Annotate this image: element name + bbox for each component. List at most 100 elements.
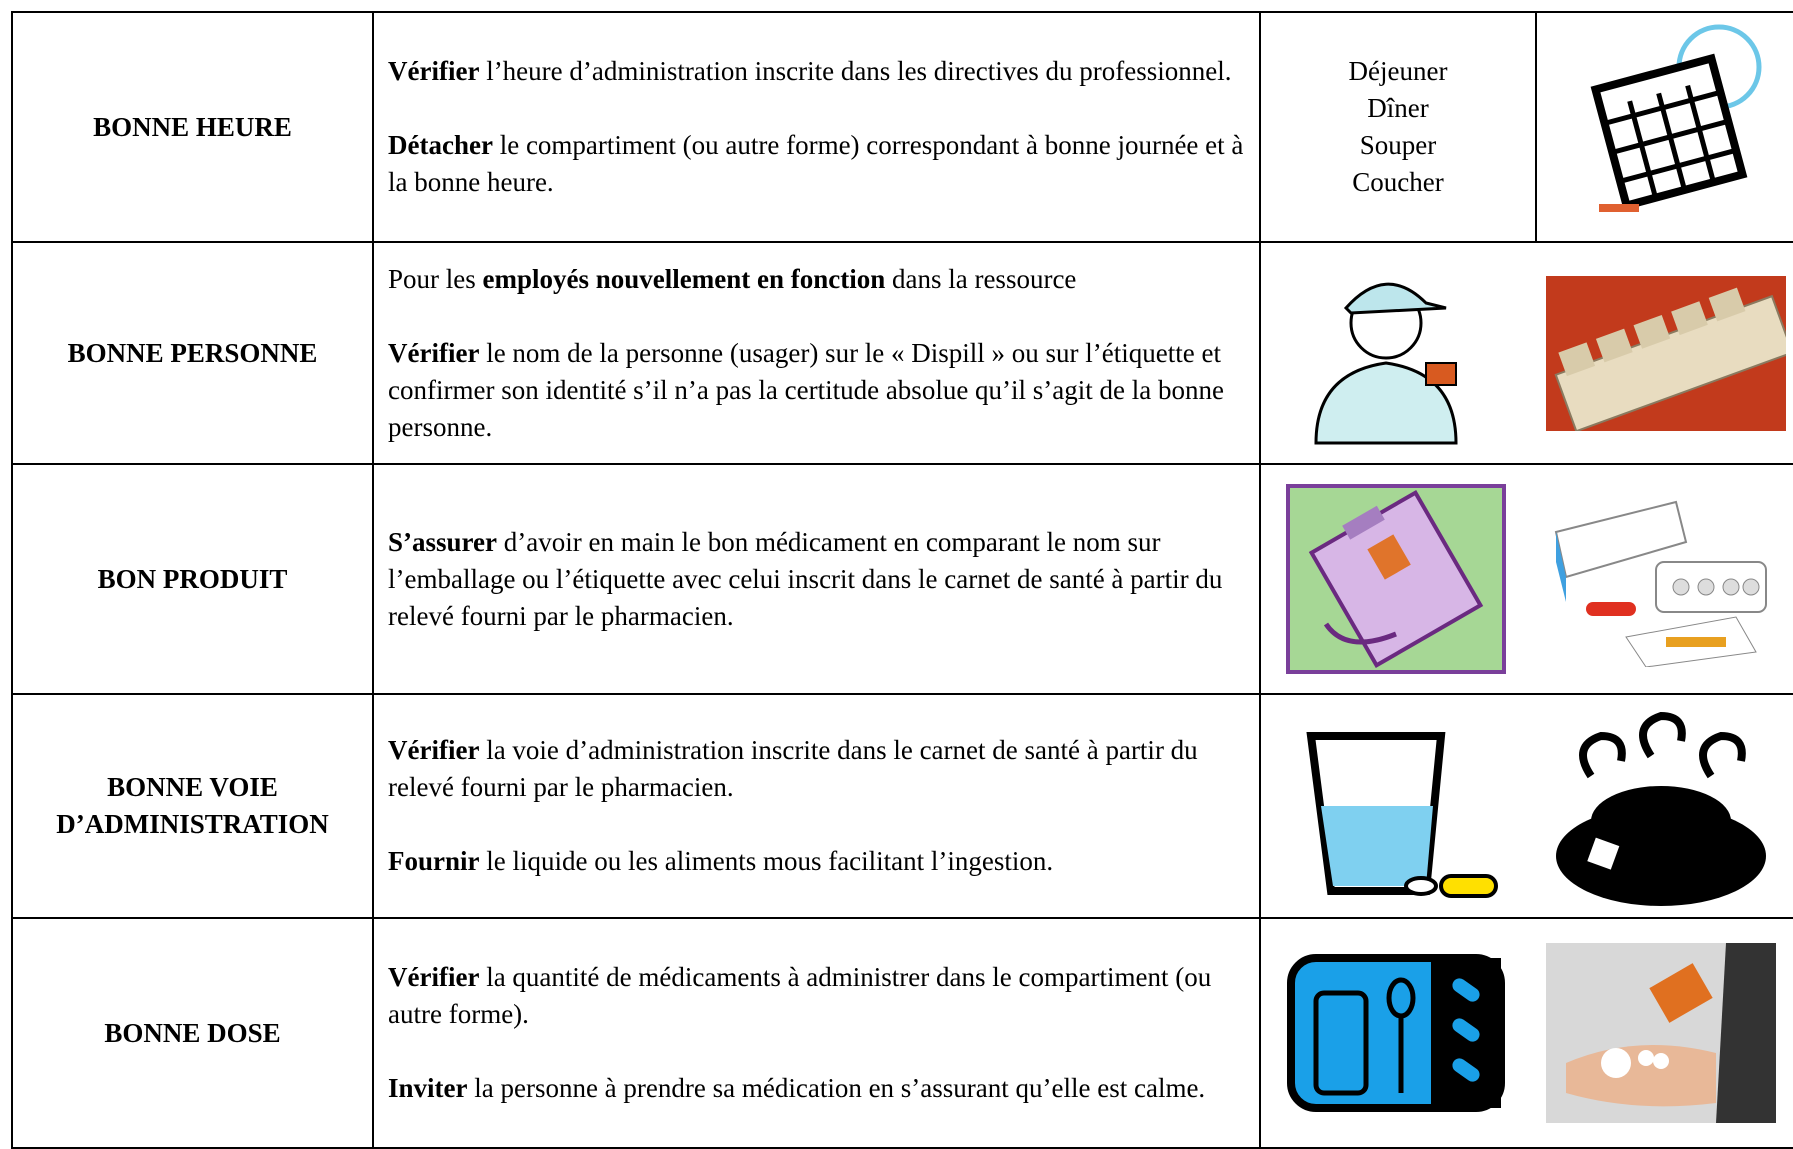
- illustration-shape: [1639, 711, 1686, 759]
- illustration-shape: [1649, 963, 1713, 1023]
- text: le liquide ou les aliments mous facilita…: [479, 846, 1054, 876]
- table-body: BONNE HEURE Vérifier l’heure d’administra…: [11, 11, 1793, 1149]
- time-label: Dîner: [1367, 93, 1429, 123]
- text: la personne à prendre sa médication en s…: [467, 1073, 1206, 1103]
- illustration-shape: [1595, 328, 1633, 362]
- time-label: Déjeuner: [1348, 56, 1448, 86]
- illustration-shape: [1579, 731, 1626, 779]
- illustration-shape: [1590, 24, 1762, 212]
- text: d’avoir en main le bon médicament en com…: [388, 526, 1223, 631]
- illustration-shape: [1452, 978, 1480, 1002]
- bold-text: employés nouvellement en fonction: [482, 263, 886, 294]
- illustration-shape: [1439, 874, 1498, 898]
- illustration-shape: [1554, 500, 1767, 668]
- text: la voie d’administration inscrite dans l…: [388, 735, 1198, 802]
- illustration-shape: [1587, 837, 1620, 870]
- illustration-shape: [1323, 622, 1397, 645]
- illustration-shape: [1708, 287, 1746, 321]
- paragraph: Détacher le compartiment (ou autre forme…: [388, 127, 1245, 201]
- illustration-shape: [1586, 601, 1636, 616]
- bold-text: S’assurer: [388, 526, 498, 557]
- paragraph: Vérifier la quantité de médicaments à ad…: [388, 959, 1245, 1033]
- illustration-shape: [1579, 711, 1746, 779]
- illustration-shape: [1672, 578, 1760, 595]
- bold-text: Vérifier: [388, 56, 480, 86]
- time-label: Coucher: [1352, 167, 1444, 197]
- illustration: [1535, 11, 1793, 243]
- row-instructions: Pour les employés nouvellement en foncti…: [372, 241, 1261, 465]
- row-label: BONNE HEURE: [11, 11, 374, 243]
- text: le compartiment (ou autre forme) corresp…: [388, 130, 1244, 197]
- illustration-shape: [1666, 636, 1726, 647]
- illustration-shape: [1321, 806, 1433, 886]
- bold-text: Vérifier: [388, 337, 480, 368]
- table-row: BON PRODUIT S’assurer d’avoir en main le …: [11, 463, 1793, 695]
- table-row: BONNE PERSONNE Pour les employés nouvelle…: [11, 241, 1793, 465]
- illustration-shape: [1286, 484, 1506, 674]
- illustration-shape: [1343, 282, 1447, 315]
- table-row: BONNE VOIE D’ADMINISTRATION Vérifier la v…: [11, 693, 1793, 919]
- illustration-shape: [1697, 578, 1715, 595]
- illustration-shape: [1367, 534, 1411, 580]
- row-label: BONNE DOSE: [11, 917, 374, 1149]
- illustration-shape: [1722, 578, 1740, 595]
- illustration-shape: [1601, 1048, 1631, 1078]
- illustration-shape: [1591, 786, 1731, 856]
- illustration-shape: [1306, 732, 1498, 898]
- illustration-shape: [1556, 711, 1766, 906]
- table-row: BONNE DOSE Vérifier la quantité de médica…: [11, 917, 1793, 1149]
- illustration-shape: [1554, 287, 1793, 432]
- illustration-shape: [1313, 990, 1369, 1096]
- row-label: BON PRODUIT: [11, 463, 374, 695]
- illustration-shape: [1287, 954, 1505, 1112]
- illustration-shape: [1425, 362, 1457, 386]
- illustration-shape: [1452, 1058, 1480, 1082]
- illustration-shape: [1599, 204, 1639, 212]
- illustration-shape: [1558, 287, 1746, 376]
- illustration-shape: [1627, 100, 1658, 199]
- row-instructions: Vérifier la quantité de médicaments à ad…: [372, 917, 1261, 1149]
- illustration-shape: [1314, 361, 1458, 445]
- paragraph: Vérifier l’heure d’administration inscri…: [388, 53, 1245, 90]
- bold-text: Détacher: [388, 130, 493, 160]
- illustration-shape: [1452, 1018, 1480, 1042]
- procedure-table: BONNE HEURE Vérifier l’heure d’administra…: [11, 11, 1793, 1149]
- text: l’heure d’administration inscrite dans l…: [479, 56, 1232, 86]
- text: la quantité de médicaments à administrer…: [388, 962, 1212, 1029]
- time-label: Souper: [1359, 130, 1437, 160]
- illustration-shape: [1603, 84, 1737, 199]
- illustration-shape: [1638, 1050, 1654, 1066]
- bold-text: Vérifier: [388, 962, 480, 992]
- illustration-shape: [1699, 731, 1746, 779]
- bold-text: Inviter: [388, 1073, 468, 1103]
- text: dans la ressource: [885, 263, 1077, 294]
- illustration-shape: [1452, 978, 1480, 1082]
- illustration-shape: [1590, 53, 1748, 211]
- illustration-shape: [1742, 578, 1760, 595]
- paragraph: S’assurer d’avoir en main le bon médicam…: [388, 524, 1245, 635]
- paragraph: Vérifier le nom de la personne (usager) …: [388, 335, 1245, 446]
- illustrations: [1259, 693, 1793, 919]
- paragraph: Vérifier la voie d’administration inscri…: [388, 732, 1245, 806]
- bold-text: Vérifier: [388, 735, 480, 765]
- illustration-shape: [1716, 943, 1776, 1123]
- row-label: BONNE PERSONNE: [11, 241, 374, 465]
- row-instructions: S’assurer d’avoir en main le bon médicam…: [372, 463, 1261, 695]
- illustration-shape: [1653, 1053, 1669, 1069]
- row-instructions: Vérifier l’heure d’administration inscri…: [372, 11, 1261, 243]
- table-row: BONNE HEURE Vérifier l’heure d’administra…: [11, 11, 1793, 243]
- illustrations: [1259, 917, 1793, 1149]
- illustration-shape: [1314, 282, 1458, 445]
- bold-text: Fournir: [388, 846, 480, 876]
- illustration-shape: [1558, 341, 1596, 376]
- time-list: Déjeuner Dîner Souper Coucher: [1259, 11, 1537, 243]
- illustration-shape: [1656, 92, 1687, 191]
- illustration-shape: [1633, 314, 1671, 349]
- illustration-shape: [1556, 531, 1566, 602]
- illustration-shape: [1672, 578, 1690, 595]
- row-instructions: Vérifier la voie d’administration inscri…: [372, 693, 1261, 919]
- illustration-shape: [1546, 275, 1793, 432]
- illustration-shape: [1671, 300, 1708, 335]
- illustration-shape: [1546, 943, 1776, 1123]
